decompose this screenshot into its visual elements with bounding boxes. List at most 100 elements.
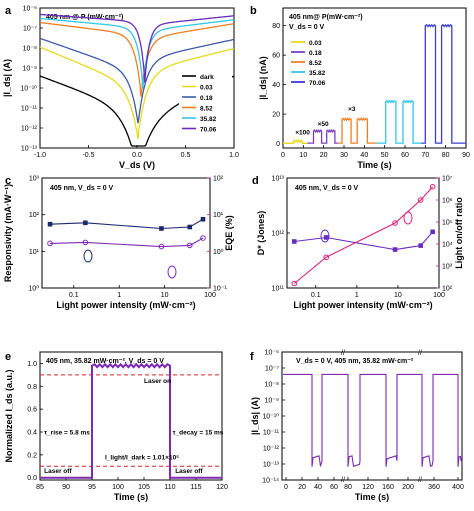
y-tick-label: 60 bbox=[272, 53, 280, 60]
x-tick-label: 110 bbox=[164, 484, 175, 491]
x-tick-label: 20 bbox=[320, 152, 328, 159]
y-tick-label: 80 bbox=[272, 23, 280, 30]
series-line bbox=[39, 13, 235, 83]
y-tick-label: 10¹ bbox=[29, 249, 40, 256]
y-tick-label: 10⁻⁹ bbox=[265, 398, 279, 405]
x-tick-label: 70 bbox=[421, 152, 429, 159]
y-right-tick-label: 10¹ bbox=[213, 212, 224, 219]
x-axis-label: Time (s) bbox=[355, 492, 389, 502]
series-line bbox=[337, 117, 377, 144]
laser-on-label: Laser on bbox=[144, 378, 171, 385]
y-tick-label: 10¹³ bbox=[272, 176, 285, 183]
x-tick-label: 0.1 bbox=[69, 292, 79, 299]
x-axis-label: Time (s) bbox=[357, 160, 391, 170]
panel-a: a -1.0 -0.5 0.0 0.5 1.0 10⁻¹³ 10⁻¹² 10⁻¹¹ 10⁻¹⁰ 10… bbox=[2, 5, 239, 170]
x-tick-label: 50 bbox=[381, 152, 389, 159]
axis-break-mark: // bbox=[418, 477, 422, 484]
series-line bbox=[294, 231, 434, 251]
axis-break-mark: // bbox=[341, 477, 345, 484]
x-tick-label: -0.5 bbox=[82, 152, 94, 159]
panel-annotation: V_ds = 0 V, 405 nm, 35.82 mW·cm⁻² bbox=[296, 358, 414, 365]
x-tick-label: 360 bbox=[428, 484, 440, 491]
x-tick-label: 90 bbox=[62, 484, 70, 491]
x-tick-label: 100 bbox=[204, 292, 216, 299]
data-point bbox=[323, 235, 329, 240]
x-tick-label: 105 bbox=[138, 484, 150, 491]
plot-frame bbox=[282, 7, 467, 149]
panel-annotation: 405 nm, V_ds = 0 V bbox=[50, 185, 114, 192]
series-line bbox=[421, 23, 466, 144]
y-axis-label: D* (Jones) bbox=[256, 211, 266, 256]
series-line bbox=[283, 139, 308, 144]
y-tick-label: 10⁻¹¹ bbox=[263, 430, 280, 437]
x-tick-label: 0.1 bbox=[311, 292, 321, 299]
y-right-tick-label: 10⁷ bbox=[442, 176, 453, 183]
data-point bbox=[200, 235, 206, 241]
plot-frame bbox=[286, 177, 440, 289]
x-tick-label: 0 bbox=[281, 152, 285, 159]
legend-label: 0.03 bbox=[309, 40, 322, 47]
axis-indicator-arrow bbox=[83, 249, 93, 263]
panel-annotation: 405 nm, 35.82 mW·cm⁻², V_ds = 0 V bbox=[46, 358, 164, 365]
y-axis-label: Responsivity (mA·W⁻¹) bbox=[3, 184, 13, 282]
axis-break-mark: // bbox=[341, 350, 345, 357]
data-point bbox=[187, 224, 193, 230]
panel-letter: a bbox=[5, 5, 12, 17]
y-tick-label: 10⁻¹² bbox=[263, 446, 280, 453]
panel-annotation: 405 nm@ P(mW·cm⁻²) bbox=[289, 14, 363, 21]
series-line bbox=[293, 186, 434, 284]
y-tick-label: 0.6 bbox=[27, 407, 37, 414]
axis-indicator-arrow bbox=[403, 211, 413, 225]
data-point bbox=[200, 216, 206, 222]
y-right-tick-label: 10³ bbox=[442, 264, 453, 271]
y-tick-label: 40 bbox=[272, 82, 280, 89]
legend-label: 0.18 bbox=[200, 95, 213, 102]
series-line bbox=[39, 46, 235, 140]
y-right-axis-label: Light on/off ratio bbox=[454, 197, 464, 269]
x-tick-label: 30 bbox=[340, 152, 348, 159]
series-line bbox=[39, 37, 235, 124]
x-tick-label: 120 bbox=[362, 484, 374, 491]
panel-annotation: V_ds = 0 V bbox=[289, 24, 325, 31]
x-tick-label: 85 bbox=[36, 484, 44, 491]
y-tick-label: 10⁻¹³ bbox=[21, 146, 38, 153]
y-axis-label: |I_ds| (nA) bbox=[258, 56, 268, 100]
laser-off-label: Laser off bbox=[175, 468, 203, 475]
series-line bbox=[39, 21, 235, 97]
x-tick-label: 40 bbox=[314, 484, 322, 491]
legend-label: 70.06 bbox=[309, 80, 326, 87]
x-axis-label: Light power intensity (mW·cm⁻²) bbox=[56, 300, 195, 310]
data-point bbox=[291, 280, 298, 287]
series-line bbox=[39, 17, 235, 89]
x-tick-label: 1.0 bbox=[229, 152, 239, 159]
legend-label: 70.06 bbox=[200, 127, 217, 134]
y-right-tick-label: 10² bbox=[442, 286, 453, 293]
x-tick-label: 90 bbox=[462, 152, 470, 159]
y-tick-label: 10⁻⁶ bbox=[265, 350, 279, 357]
axis-break-mark: // bbox=[418, 350, 422, 357]
data-point bbox=[159, 226, 164, 231]
data-point bbox=[417, 197, 424, 203]
y-tick-label: 1.0 bbox=[27, 361, 37, 368]
x-tick-label: 95 bbox=[88, 484, 96, 491]
data-point bbox=[83, 220, 88, 226]
decay-time-label: τ_decay = 15 ms bbox=[173, 429, 224, 436]
x-tick-label: 20 bbox=[298, 484, 306, 491]
x-tick-label: 60 bbox=[401, 152, 409, 159]
series-line bbox=[40, 362, 222, 479]
x-tick-label: 120 bbox=[216, 484, 228, 491]
y-tick-label: 10⁻¹² bbox=[21, 126, 38, 133]
data-point bbox=[291, 239, 297, 244]
data-point bbox=[82, 239, 89, 246]
multiplier-label: ×100 bbox=[295, 130, 310, 137]
legend-label: 35.82 bbox=[200, 116, 217, 123]
y-tick-label: 10⁻⁷ bbox=[23, 26, 37, 33]
panel-e: e 85 90 95 100 105 110 115 120 0.0 0.2 0.4 0.6 0.8 1.0… bbox=[4, 351, 228, 502]
x-tick-label: 10 bbox=[161, 292, 169, 299]
data-point bbox=[186, 242, 193, 249]
data-point bbox=[158, 243, 165, 250]
on-off-ratio-label: I_light/I_dark = 1.01×10⁵ bbox=[105, 454, 179, 461]
multiplier-label: ×3 bbox=[348, 106, 356, 113]
legend-label: 8.52 bbox=[200, 106, 213, 113]
